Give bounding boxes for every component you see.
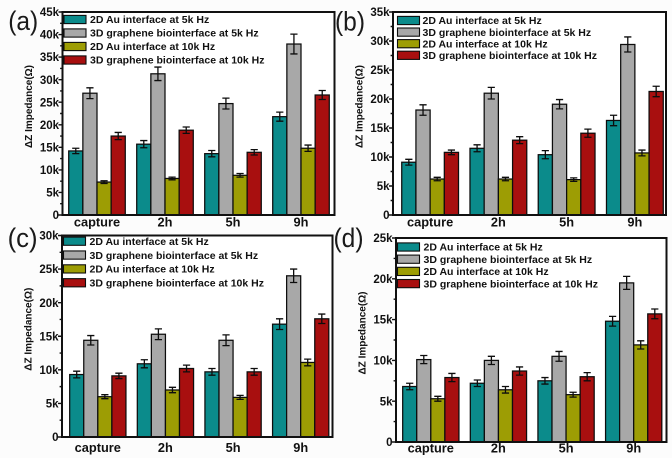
svg-text:capture: capture (408, 441, 454, 456)
svg-text:5k: 5k (46, 188, 59, 200)
svg-text:3D graphene biointerface at 10: 3D graphene biointerface at 10k Hz (90, 277, 264, 289)
svg-text:15k: 15k (370, 123, 390, 135)
svg-text:2h: 2h (158, 440, 173, 455)
svg-text:3D graphene biointerface at 5k: 3D graphene biointerface at 5k Hz (423, 27, 592, 39)
svg-text:10k: 10k (370, 152, 390, 164)
svg-text:ΔZ Impedance(Ω): ΔZ Impedance(Ω) (358, 292, 369, 375)
svg-text:5k: 5k (46, 399, 59, 411)
svg-text:5h: 5h (226, 215, 241, 230)
svg-text:ΔZ Impedance(Ω): ΔZ Impedance(Ω) (24, 65, 35, 148)
svg-text:9h: 9h (626, 441, 641, 456)
svg-text:20k: 20k (370, 94, 390, 106)
svg-text:2h: 2h (491, 441, 506, 456)
svg-text:25k: 25k (373, 233, 393, 245)
svg-text:0: 0 (383, 210, 389, 222)
svg-text:30k: 30k (370, 36, 390, 48)
svg-text:capture: capture (407, 215, 453, 230)
svg-text:ΔZ Impedance(Ω): ΔZ Impedance(Ω) (24, 288, 35, 371)
svg-text:40k: 40k (40, 30, 60, 42)
svg-text:3D graphene biointerface at 10: 3D graphene biointerface at 10k Hz (423, 50, 597, 62)
svg-text:(c): (c) (8, 223, 38, 253)
svg-text:45k: 45k (40, 7, 60, 19)
svg-text:2D Au interface at 5k Hz: 2D Au interface at 5k Hz (424, 242, 543, 254)
svg-text:9h: 9h (293, 440, 308, 455)
svg-text:10k: 10k (39, 365, 59, 377)
svg-text:25k: 25k (40, 97, 60, 109)
svg-text:0: 0 (386, 437, 392, 449)
svg-text:5h: 5h (559, 441, 574, 456)
svg-text:3D graphene biointerface at 5k: 3D graphene biointerface at 5k Hz (424, 254, 593, 266)
svg-text:30k: 30k (39, 231, 59, 243)
svg-text:9h: 9h (627, 215, 642, 230)
svg-text:(b): (b) (335, 6, 365, 36)
svg-text:capture: capture (74, 215, 120, 230)
svg-text:20k: 20k (373, 274, 393, 286)
svg-text:0: 0 (53, 210, 59, 222)
svg-text:25k: 25k (370, 65, 390, 77)
svg-text:9h: 9h (294, 215, 309, 230)
svg-text:35k: 35k (370, 7, 390, 19)
svg-text:(a): (a) (8, 6, 38, 36)
svg-text:capture: capture (75, 440, 121, 455)
svg-text:20k: 20k (39, 298, 59, 310)
svg-text:2D Au interface at 5k Hz: 2D Au interface at 5k Hz (90, 14, 209, 26)
svg-text:20k: 20k (40, 120, 60, 132)
svg-text:5k: 5k (377, 181, 390, 193)
svg-text:3D graphene biointerface at 5k: 3D graphene biointerface at 5k Hz (90, 250, 259, 262)
svg-text:5k: 5k (380, 396, 393, 408)
svg-text:0: 0 (52, 432, 58, 444)
svg-text:2D Au interface at 5k Hz: 2D Au interface at 5k Hz (423, 15, 542, 27)
svg-text:25k: 25k (39, 264, 59, 276)
svg-text:3D graphene biointerface at 5k: 3D graphene biointerface at 5k Hz (90, 28, 259, 40)
svg-text:10k: 10k (373, 356, 393, 368)
svg-text:15k: 15k (373, 315, 393, 327)
svg-text:5h: 5h (226, 440, 241, 455)
svg-text:2h: 2h (158, 215, 173, 230)
svg-text:2D Au interface at 5k Hz: 2D Au interface at 5k Hz (90, 236, 209, 248)
svg-text:2D Au interface at 10k Hz: 2D Au interface at 10k Hz (424, 266, 549, 278)
svg-text:2h: 2h (491, 215, 506, 230)
svg-text:2D Au interface at 10k Hz: 2D Au interface at 10k Hz (90, 264, 215, 276)
svg-text:15k: 15k (39, 331, 59, 343)
svg-text:2D Au interface at 10k Hz: 2D Au interface at 10k Hz (90, 41, 215, 53)
svg-text:3D graphene biointerface at 10: 3D graphene biointerface at 10k Hz (424, 278, 598, 290)
svg-text:3D graphene biointerface at 10: 3D graphene biointerface at 10k Hz (90, 55, 264, 67)
svg-text:(d): (d) (334, 223, 364, 253)
svg-text:2D Au interface at 10k Hz: 2D Au interface at 10k Hz (423, 38, 548, 50)
svg-text:10k: 10k (40, 165, 60, 177)
svg-text:15k: 15k (40, 142, 60, 154)
svg-text:5h: 5h (559, 215, 574, 230)
svg-text:ΔZ Impedance(Ω): ΔZ Impedance(Ω) (355, 65, 366, 148)
svg-text:35k: 35k (40, 52, 60, 64)
svg-text:30k: 30k (40, 75, 60, 87)
